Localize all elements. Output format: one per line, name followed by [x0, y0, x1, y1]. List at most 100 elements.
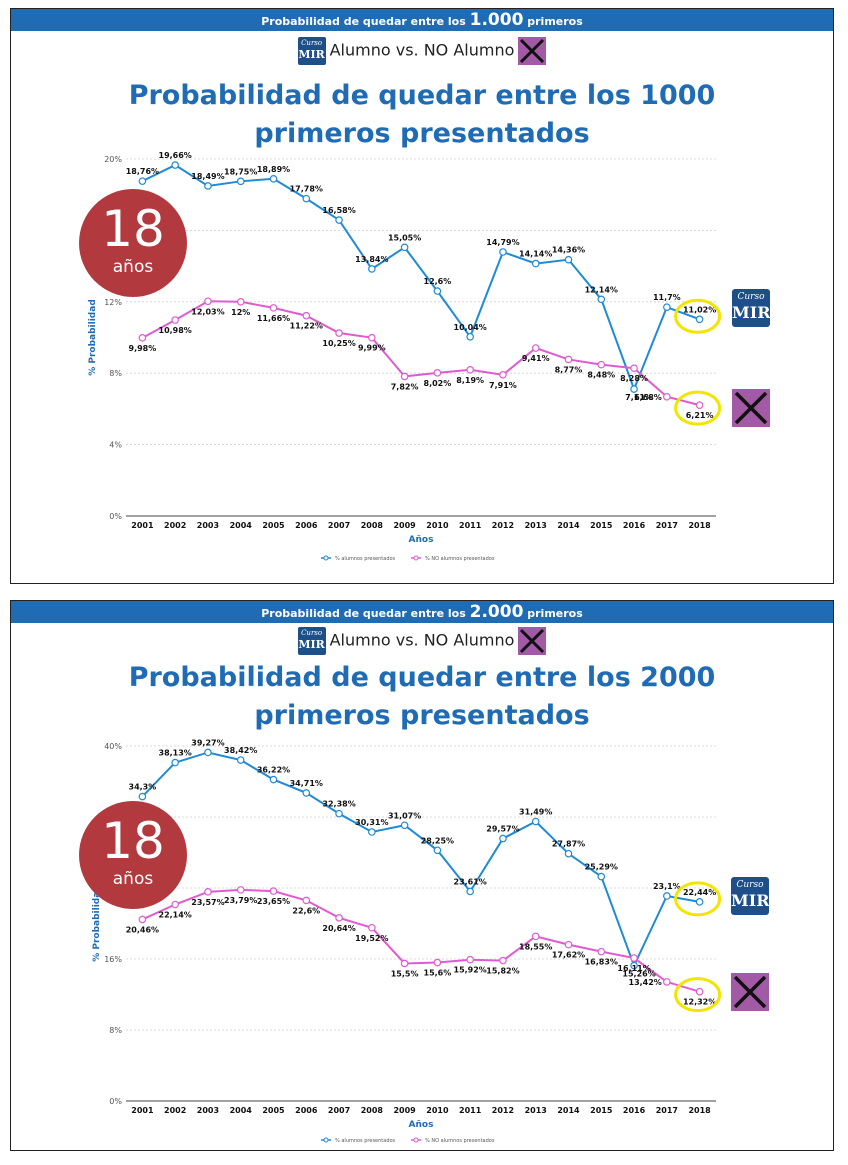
legend-marker [323, 555, 329, 561]
x-tick-label: 2011 [459, 1106, 482, 1115]
data-point [204, 297, 212, 306]
legend-entry: % NO alumnos presentados [425, 1138, 495, 1144]
x-axis-title: Años [409, 535, 434, 545]
data-point [335, 329, 343, 337]
data-label: 22,44% [683, 888, 716, 897]
data-point [499, 248, 507, 256]
data-point [433, 846, 442, 855]
data-label: 8,77% [555, 365, 583, 374]
banner-number: 1.000 [469, 10, 524, 30]
data-label: 13,84% [355, 255, 388, 264]
data-point [368, 828, 376, 836]
subtitle-text: Alumno vs. NO Alumno [329, 40, 515, 60]
x-tick-label: 2018 [688, 521, 711, 530]
x-tick-label: 2014 [557, 1106, 580, 1115]
crossed-out-logo-icon [732, 389, 770, 427]
data-point [368, 333, 376, 342]
data-label: 27,87% [552, 840, 585, 849]
data-label: 8,28% [620, 374, 648, 383]
data-label: 19,52% [355, 934, 388, 943]
data-label: 9,41% [522, 354, 550, 363]
data-point [138, 792, 147, 801]
data-point [597, 295, 606, 304]
series-line-1 [141, 300, 700, 407]
age-badge: 18 años [79, 189, 187, 297]
banner-prefix: Probabilidad de quedar entre los [261, 15, 466, 28]
x-tick-label: 2004 [230, 521, 253, 530]
data-point [400, 243, 409, 252]
x-tick-label: 2009 [393, 521, 416, 530]
x-tick-label: 2010 [426, 1106, 449, 1115]
data-point [269, 887, 278, 895]
comparison-subtitle: Curso MIR Alumno vs. NO Alumno [11, 37, 833, 65]
data-label: 9,98% [129, 344, 157, 353]
data-point [466, 332, 474, 341]
data-point [236, 177, 245, 186]
data-point [499, 834, 507, 843]
x-tick-label: 2016 [623, 521, 646, 530]
data-point [171, 316, 179, 324]
line-chart-1000: 0% 4% 8% 12% 20% 2001 2002 2003 2004 2005 2006 2007… [88, 151, 722, 562]
data-point [695, 987, 704, 996]
chart-title: Probabilidad de quedar entre los 1000 pr… [128, 80, 716, 149]
data-point [663, 978, 671, 986]
y-axis-title: % Probabilidad [92, 885, 102, 962]
subtitle-text: Alumno vs. NO Alumno [329, 630, 515, 650]
y-tick-label: 8% [109, 369, 122, 378]
x-tick-label: 2015 [590, 521, 613, 530]
legend-entry: % alumnos presentados [335, 1138, 396, 1144]
x-tick-label: 2004 [230, 1106, 253, 1115]
data-point [597, 872, 606, 881]
data-label: 12,6% [424, 277, 452, 286]
y-tick-label: 16% [104, 955, 122, 964]
data-point [433, 369, 442, 377]
x-tick-label: 2018 [688, 1106, 711, 1115]
x-tick-label: 2003 [197, 1106, 219, 1115]
data-label: 39,27% [191, 738, 224, 747]
data-point [400, 372, 409, 381]
data-label: 36,22% [257, 766, 290, 775]
data-label: 23,57% [191, 898, 224, 907]
data-label: 12,32% [683, 998, 716, 1007]
data-label: 15,82% [486, 967, 519, 976]
data-point [531, 932, 540, 941]
data-point [499, 371, 507, 379]
curso-mir-logo-icon: Curso MIR [731, 877, 770, 915]
data-point [695, 898, 704, 906]
data-point [466, 955, 474, 964]
data-label: 14,14% [519, 250, 552, 259]
data-point [335, 809, 343, 818]
x-tick-label: 2009 [393, 1106, 416, 1115]
data-point [400, 821, 409, 830]
data-label: 15,92% [454, 966, 487, 975]
data-point [302, 789, 311, 797]
data-label: 23,1% [653, 882, 681, 891]
data-label: 16,11% [617, 964, 650, 973]
y-axis-title: % Probabilidad [88, 299, 98, 376]
data-label: 30,31% [355, 818, 388, 827]
data-label: 22,14% [159, 911, 192, 920]
series-line-0 [141, 751, 700, 969]
x-tick-label: 2007 [328, 1106, 350, 1115]
data-point [597, 360, 606, 369]
data-point [171, 161, 179, 169]
data-label: 22,6% [292, 906, 320, 915]
data-label: 15,5% [391, 969, 419, 978]
data-point [531, 817, 540, 826]
series-line-0 [141, 163, 700, 392]
data-label: 15,05% [388, 233, 421, 242]
data-label: 11,66% [257, 314, 290, 323]
banner-suffix: primeros [527, 15, 583, 28]
data-point [630, 364, 638, 373]
data-point [138, 915, 147, 924]
data-label: 8,19% [456, 376, 484, 385]
data-point [302, 194, 311, 203]
y-tick-label: 8% [109, 1026, 122, 1035]
y-tick-label: 20% [104, 155, 122, 164]
y-tick-label: 0% [109, 512, 122, 521]
data-point [433, 287, 442, 295]
data-label: 20,64% [322, 924, 355, 933]
data-point [269, 775, 278, 784]
x-axis-title: Años [409, 1120, 434, 1130]
series-line-1 [141, 888, 700, 993]
